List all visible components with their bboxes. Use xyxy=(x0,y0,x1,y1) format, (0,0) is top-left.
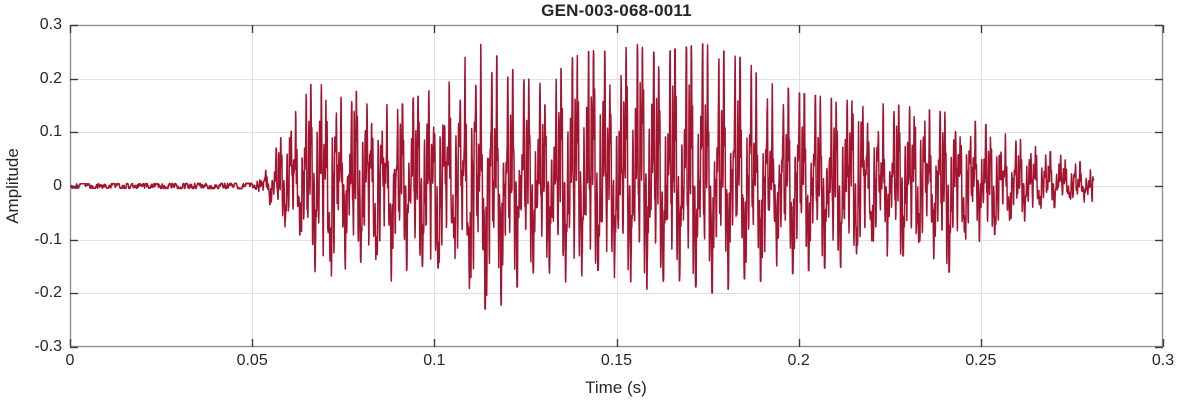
x-tick-label: 0.25 xyxy=(965,352,997,369)
x-tick-label: 0.2 xyxy=(787,352,810,369)
y-tick-label: -0.2 xyxy=(34,284,62,302)
x-tick-label: 0.15 xyxy=(600,352,633,369)
y-tick-label: 0.3 xyxy=(39,16,62,33)
x-tick-label: 0 xyxy=(65,352,75,369)
x-tick-label: 0.1 xyxy=(423,352,446,369)
x-tick-label: 0.05 xyxy=(236,352,268,369)
x-axis-label: Time (s) xyxy=(585,378,647,397)
x-tick-label: 0.3 xyxy=(1151,352,1175,369)
y-tick-label: 0.2 xyxy=(39,69,62,87)
y-tick-label: 0.1 xyxy=(39,123,62,141)
chart-title: GEN-003-068-0011 xyxy=(541,1,692,20)
y-tick-label: 0 xyxy=(53,177,62,194)
y-tick-label: -0.1 xyxy=(34,230,62,248)
y-tick-label: -0.3 xyxy=(34,338,62,355)
